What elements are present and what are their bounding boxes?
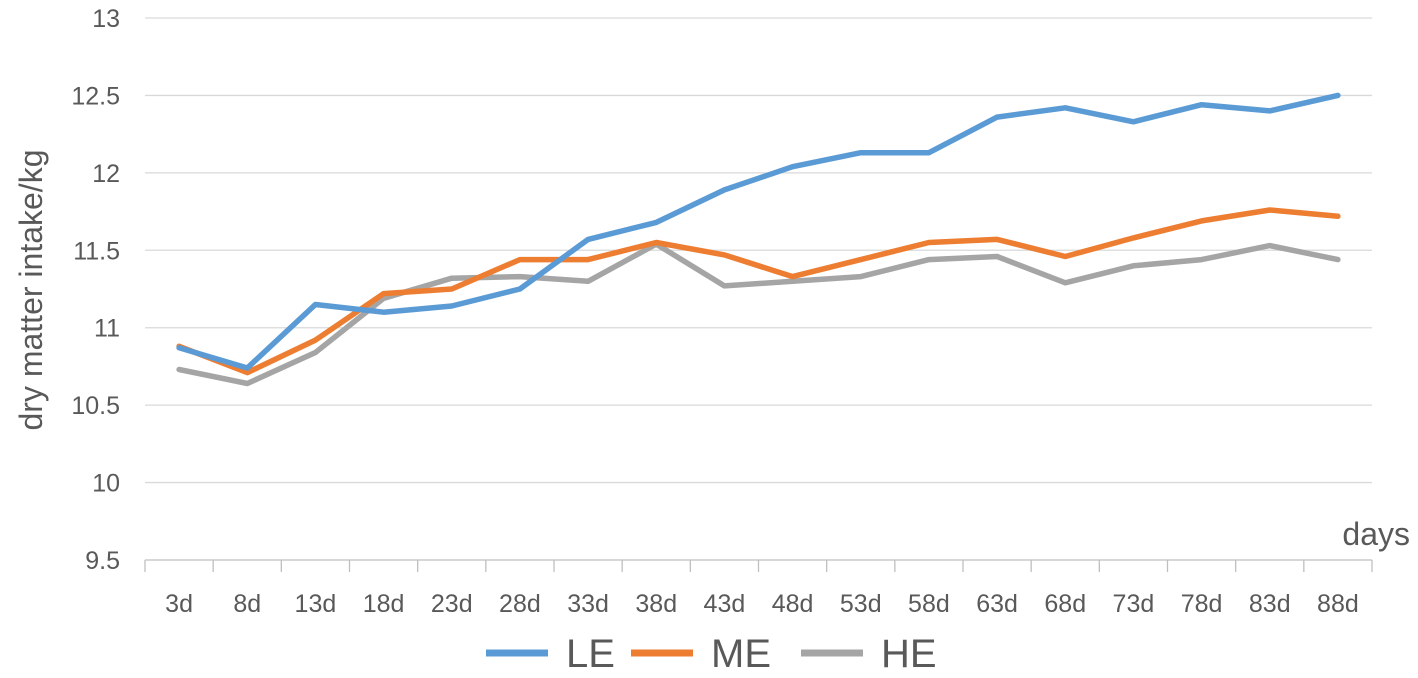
x-tick-label: 73d	[1113, 590, 1155, 618]
legend-label-he: HE	[881, 632, 937, 676]
x-tick-label: 83d	[1249, 590, 1291, 618]
x-tick-label: 18d	[363, 590, 405, 618]
y-tick-label: 11	[94, 315, 120, 343]
series-line-he	[176, 241, 1341, 387]
x-tick-label: 78d	[1181, 590, 1223, 618]
y-axis-title: dry matter intake/kg	[13, 150, 49, 431]
x-tick-label: 33d	[567, 590, 609, 618]
x-tick-label: 48d	[772, 590, 814, 618]
x-tick-label: 13d	[295, 590, 337, 618]
x-tick-label: 43d	[704, 590, 746, 618]
x-tick-label: 53d	[840, 590, 882, 618]
x-axis-title: days	[1342, 516, 1410, 552]
legend: LE ME HE	[486, 632, 937, 676]
legend-label-me: ME	[711, 632, 771, 676]
y-tick-label: 9.5	[85, 547, 120, 575]
y-tick-label: 11.5	[73, 237, 120, 265]
x-tick-label: 23d	[431, 590, 473, 618]
x-axis	[144, 559, 1373, 572]
x-tick-label: 88d	[1317, 590, 1359, 618]
y-tick-label: 10	[92, 470, 120, 498]
series-line-me	[176, 207, 1341, 376]
x-tick-label: 8d	[233, 590, 261, 618]
y-tick-label: 13	[92, 5, 120, 33]
x-tick-labels: 3d 8d 13d 18d 23d 28d 33d 38d 43d 48d 53d 58d 63d 68d…	[165, 590, 1359, 618]
y-tick-labels: 9.5 10 10.5 11 11.5 12 12.5 13	[71, 5, 120, 575]
y-tick-label: 12	[92, 160, 120, 188]
series-line-le	[176, 92, 1341, 371]
series-lines	[176, 92, 1341, 387]
x-tick-label: 58d	[908, 590, 950, 618]
x-tick-label: 38d	[635, 590, 677, 618]
x-tick-label: 28d	[499, 590, 541, 618]
gridlines	[145, 17, 1372, 484]
y-tick-label: 10.5	[71, 392, 120, 420]
x-tick-label: 3d	[165, 590, 193, 618]
x-tick-label: 68d	[1044, 590, 1086, 618]
y-tick-label: 12.5	[71, 82, 120, 110]
x-tick-label: 63d	[976, 590, 1018, 618]
legend-label-le: LE	[566, 632, 615, 676]
